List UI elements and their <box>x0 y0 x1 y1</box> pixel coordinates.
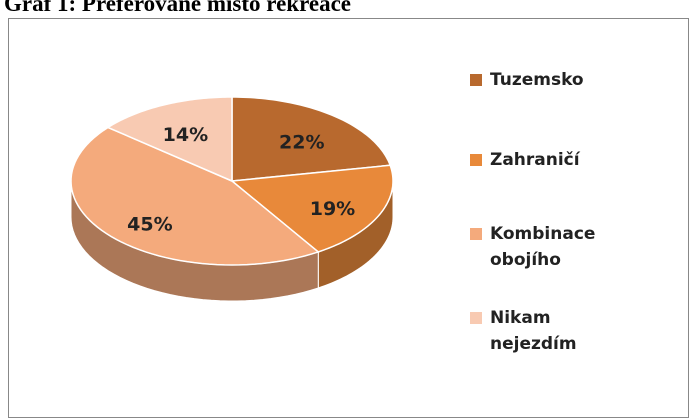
legend-swatch <box>470 312 482 324</box>
legend-label: Zahraničí <box>490 150 580 170</box>
data-label: 45% <box>127 213 172 235</box>
slice <box>231 96 392 182</box>
slice <box>70 126 320 266</box>
data-label: 14% <box>163 124 208 146</box>
legend-label: Nikam nejezdím <box>490 308 577 354</box>
legend-swatch <box>470 74 482 86</box>
slice <box>230 164 394 253</box>
slice <box>106 96 233 183</box>
data-label: 19% <box>310 198 355 220</box>
data-label: 22% <box>279 131 324 153</box>
legend-label: Kombinace obojího <box>490 224 596 270</box>
chart-title: Graf 1: Preferované místo rekreace <box>4 0 351 16</box>
legend-swatch <box>470 228 482 240</box>
legend-swatch <box>470 154 482 166</box>
legend-label: Tuzemsko <box>490 70 584 90</box>
